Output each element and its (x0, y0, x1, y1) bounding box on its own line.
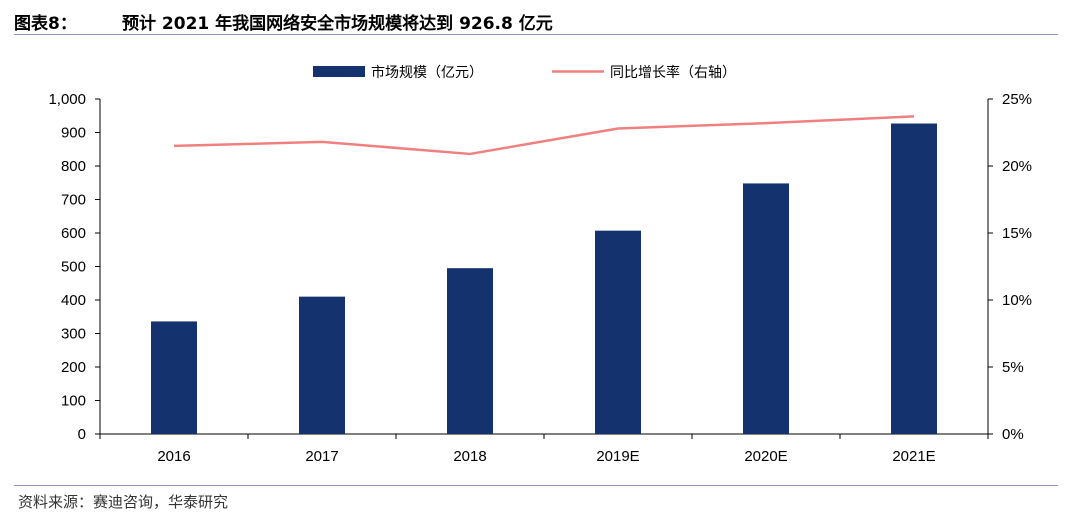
bars (151, 123, 937, 434)
y-right-tick-label: 20% (1002, 158, 1032, 175)
y-right-tick-label: 25% (1002, 91, 1032, 108)
x-tick-labels: 2016 2017 2018 2019E 2020E 2021E (157, 448, 935, 465)
footer-rule (14, 485, 1058, 486)
x-tick-label: 2019E (596, 448, 639, 465)
chart: 市场规模（亿元） 同比增长率（右轴） 0 100 200 300 400 500 600 70… (48, 64, 1032, 465)
y-left-tick-label: 600 (61, 225, 86, 242)
axes: 0 100 200 300 400 500 600 700 800 900 1,000 0% 5% 10%… (48, 91, 1032, 443)
x-tick-label: 2016 (157, 448, 190, 465)
y-left-tick-label: 400 (61, 292, 86, 309)
y-right-tick-label: 10% (1002, 292, 1032, 309)
bar (743, 183, 789, 434)
bar (447, 268, 493, 434)
y-left-tick-label: 500 (61, 259, 86, 276)
legend-bar-swatch (313, 66, 365, 77)
x-tick-label: 2021E (892, 448, 935, 465)
bar (151, 321, 197, 434)
x-tick-label: 2018 (453, 448, 486, 465)
y-left-tick-label: 700 (61, 192, 86, 209)
figure-title: 预计 2021 年我国网络安全市场规模将达到 926.8 亿元 (122, 14, 553, 34)
y-right-tick-label: 5% (1002, 359, 1024, 376)
bar (299, 296, 345, 434)
x-tick-label: 2020E (744, 448, 787, 465)
growth-line (173, 115, 915, 156)
y-left-tick-label: 200 (61, 359, 86, 376)
bar (595, 230, 641, 434)
bar (891, 123, 937, 434)
header-rule (14, 34, 1058, 35)
y-right-tick-label: 15% (1002, 225, 1032, 242)
y-right-tick-label: 0% (1002, 426, 1024, 443)
y-left-tick-label: 100 (61, 393, 86, 410)
source-note: 资料来源：赛迪咨询，华泰研究 (18, 493, 229, 511)
y-left-tick-label: 800 (61, 158, 86, 175)
x-tick-label: 2017 (305, 448, 338, 465)
y-left-tick-label: 0 (78, 426, 86, 443)
legend: 市场规模（亿元） 同比增长率（右轴） (313, 64, 736, 81)
figure-header: 图表8： 预计 2021 年我国网络安全市场规模将达到 926.8 亿元 (14, 0, 1064, 34)
growth-line-path (173, 115, 915, 156)
y-left-tick-label: 300 (61, 326, 86, 343)
y-left-tick-label: 1,000 (48, 91, 86, 108)
y-left-tick-label: 900 (61, 125, 86, 142)
figure-label: 图表8： (14, 14, 77, 34)
legend-bar-label: 市场规模（亿元） (371, 64, 483, 81)
legend-line-label: 同比增长率（右轴） (610, 64, 736, 81)
